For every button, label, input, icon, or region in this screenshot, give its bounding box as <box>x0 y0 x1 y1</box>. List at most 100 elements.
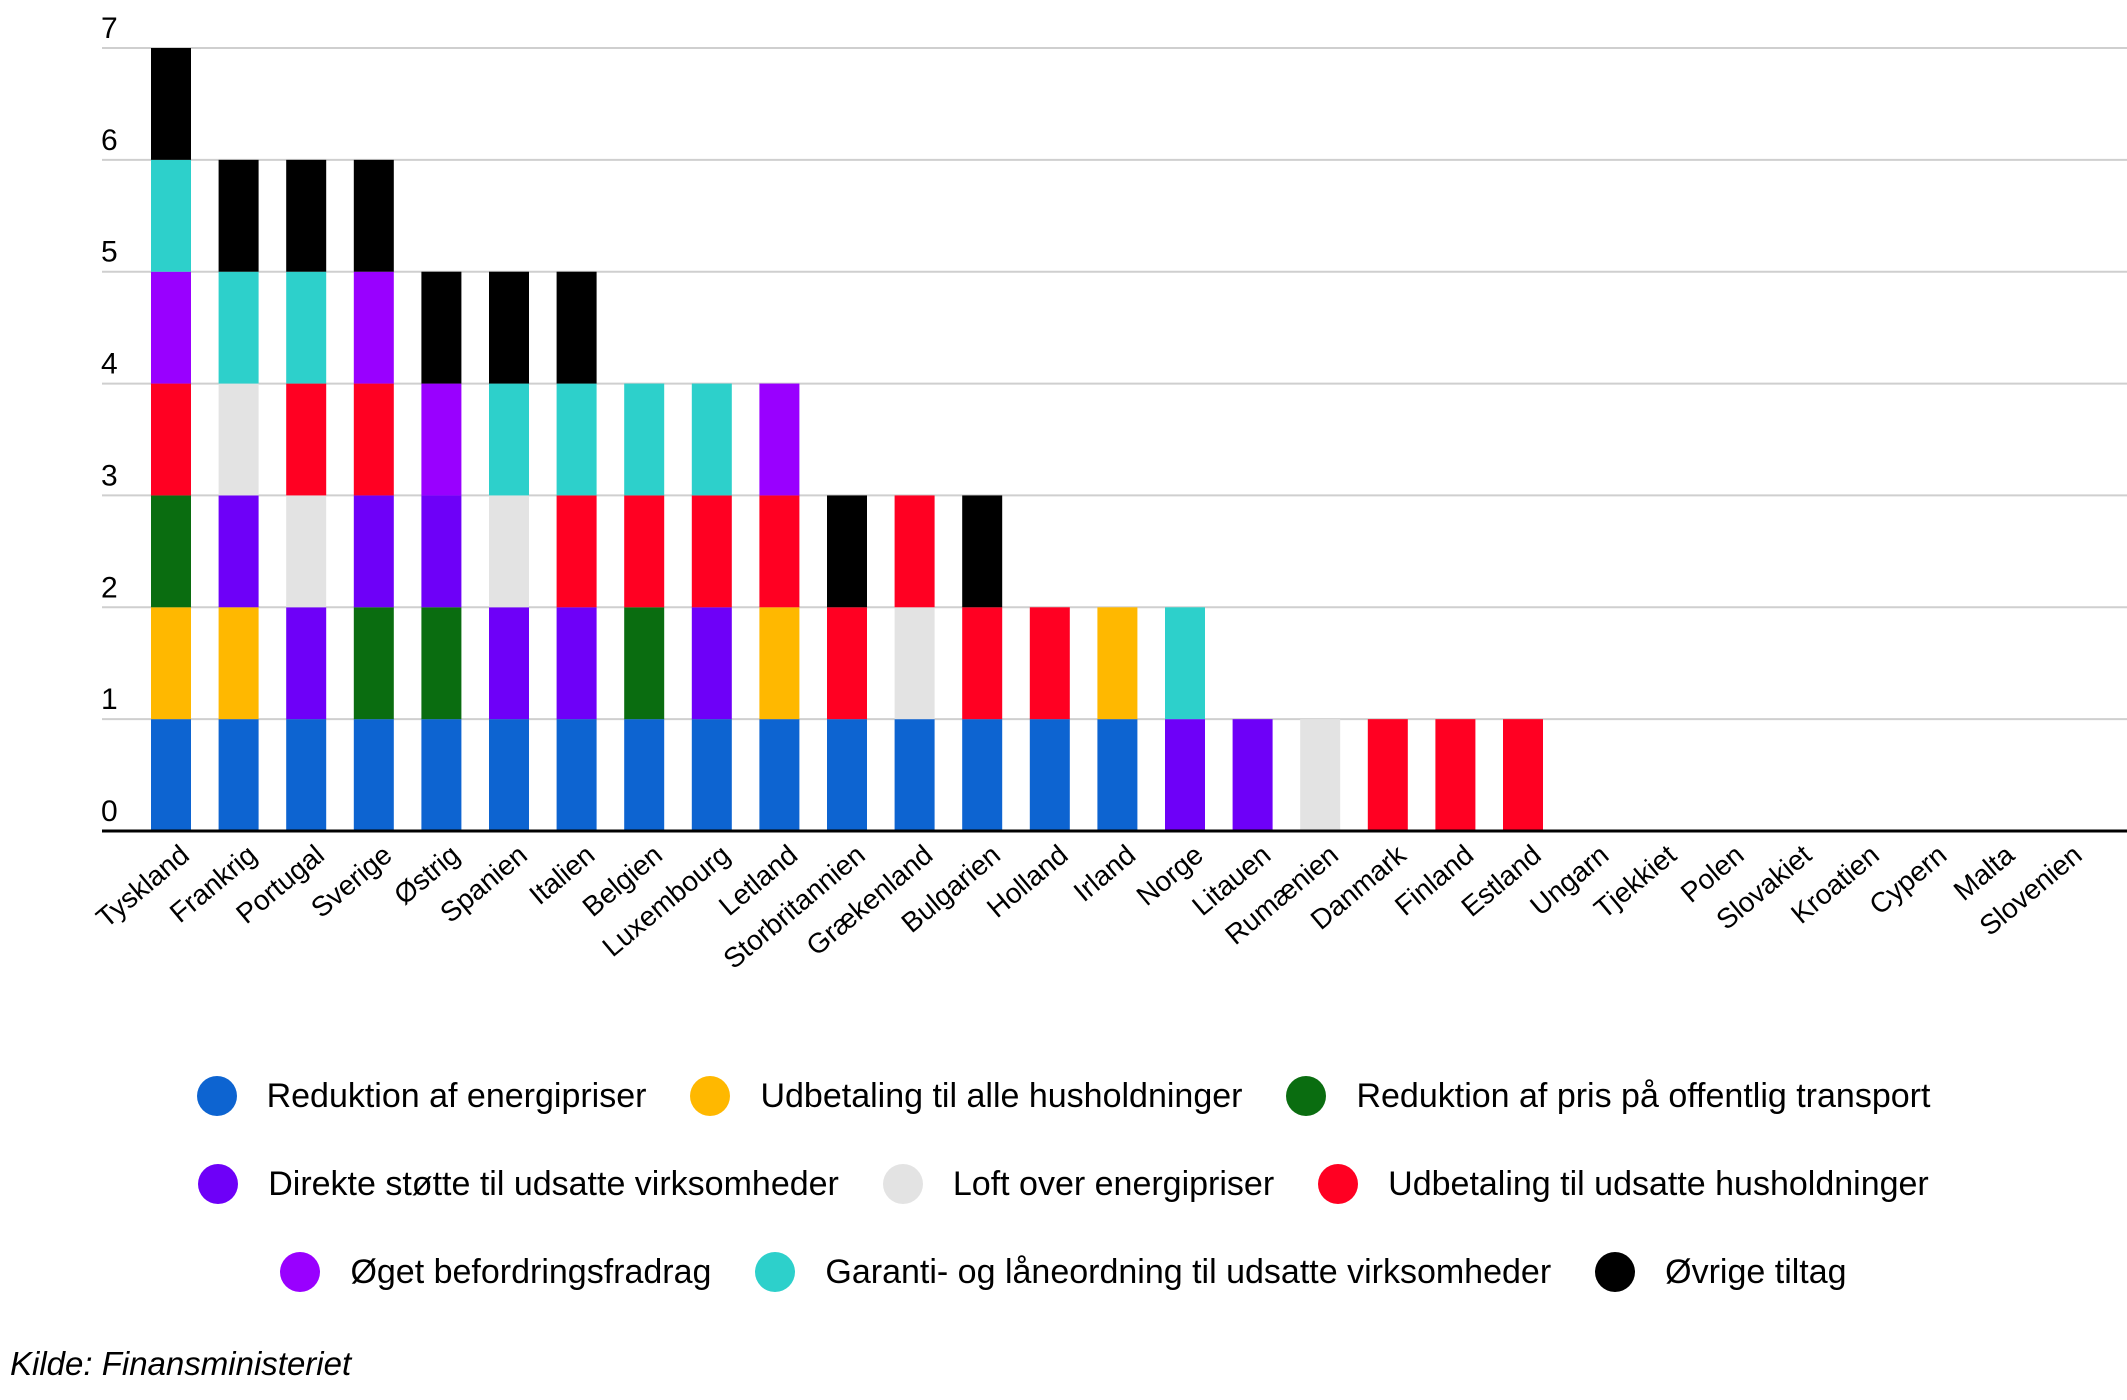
legend-row: Direkte støtte til udsatte virksomheder L… <box>0 1164 2127 1204</box>
legend-row: Øget befordringsfradrag Garanti- og låneo… <box>0 1252 2127 1292</box>
bar-segment <box>759 607 800 720</box>
bar-segment <box>894 607 935 720</box>
bar-segment <box>286 159 327 272</box>
legend-swatch <box>755 1252 796 1292</box>
bar-segment <box>218 495 259 608</box>
bar-segment <box>556 719 597 831</box>
bar-segment <box>286 719 327 831</box>
source-note: Kilde: Finansministeriet <box>10 1345 352 1382</box>
bar-segment <box>151 719 191 831</box>
bar-segment <box>827 719 867 831</box>
bar-segment <box>556 495 597 608</box>
bar-segment <box>624 719 665 831</box>
bar-segment <box>421 719 462 831</box>
legend-label: Direkte støtte til udsatte virksomheder <box>268 1164 839 1203</box>
bar-segment <box>1029 607 1070 720</box>
bar-segment <box>1232 719 1273 831</box>
bar-segment <box>353 383 394 496</box>
bar-segment <box>1435 719 1476 831</box>
x-tick-label: Irland <box>1068 839 1142 908</box>
bar-segment <box>489 719 529 831</box>
bar-segment <box>151 271 191 384</box>
bar-segment <box>1097 719 1138 831</box>
bar-segment <box>286 271 327 384</box>
bar-segment <box>827 495 867 608</box>
bar-segment <box>421 607 462 720</box>
legend-item: Loft over energipriser <box>882 1164 1275 1204</box>
bar-segment <box>218 719 259 831</box>
bar-segment <box>353 159 394 272</box>
bar-segment <box>489 495 529 608</box>
legend-item: Reduktion af energipriser <box>196 1076 647 1116</box>
bar-segment <box>759 719 800 831</box>
legend-swatch <box>690 1076 731 1116</box>
legend-swatch <box>1595 1252 1636 1292</box>
bar-segment <box>218 159 259 272</box>
legend-label: Reduktion af energipriser <box>266 1076 647 1115</box>
bar-segment <box>691 719 732 831</box>
x-tick-label: Cypern <box>1863 839 1952 921</box>
legend-item: Udbetaling til alle husholdninger <box>690 1076 1242 1116</box>
bar-segment <box>489 383 529 496</box>
bar-segment <box>827 607 867 720</box>
bar-segment <box>556 607 597 720</box>
bar-segment <box>353 495 394 608</box>
bar-segment <box>624 383 665 496</box>
y-tick-label: 7 <box>101 12 118 45</box>
bar-segment <box>759 383 800 496</box>
bar-segment <box>894 495 935 608</box>
bar-segment <box>151 495 191 608</box>
bar-segment <box>286 495 327 608</box>
legend-label: Udbetaling til alle husholdninger <box>760 1076 1243 1115</box>
bar-segment <box>286 607 327 720</box>
y-tick-label: 0 <box>101 795 118 828</box>
legend-item: Øget befordringsfradrag <box>280 1252 711 1292</box>
bar-segment <box>894 719 935 831</box>
y-tick-label: 4 <box>101 348 118 381</box>
bar-segment <box>151 159 191 272</box>
bar-segment <box>1165 719 1205 831</box>
bar-segment <box>286 383 327 496</box>
bar-segment <box>1367 719 1408 831</box>
bar-segment <box>218 607 259 720</box>
bar-segment <box>218 271 259 384</box>
bar-segment <box>1029 719 1070 831</box>
bar-segment <box>421 271 462 384</box>
legend-label: Øvrige tiltag <box>1665 1252 1847 1291</box>
bar-segment <box>353 607 394 720</box>
legend-item: Udbetaling til udsatte husholdninger <box>1318 1164 1929 1204</box>
bar-segment <box>1165 607 1205 720</box>
bar-segment <box>962 607 1003 720</box>
legend-item: Direkte støtte til udsatte virksomheder <box>198 1164 839 1204</box>
bar-segment <box>962 495 1003 608</box>
legend-swatch <box>1286 1076 1327 1116</box>
stacked-bar-chart: 01234567TysklandFrankrigPortugalSverigeØ… <box>90 12 2127 975</box>
legend-label: Loft over energipriser <box>952 1164 1275 1203</box>
bar-segment <box>691 607 732 720</box>
bar-segment <box>556 271 597 384</box>
y-tick-label: 6 <box>101 124 118 157</box>
bar-segment <box>218 383 259 496</box>
bar-segment <box>691 495 732 608</box>
bar-segment <box>624 495 665 608</box>
y-tick-label: 2 <box>101 571 118 604</box>
legend-label: Garanti- og låneordning til udsatte virk… <box>825 1252 1552 1291</box>
bar-segment <box>421 495 462 608</box>
legend-swatch <box>280 1252 321 1292</box>
bar-segment <box>1300 719 1341 831</box>
legend-label: Reduktion af pris på offentlig transport <box>1356 1076 1931 1115</box>
bar-segment <box>353 271 394 384</box>
bar-segment <box>759 495 800 608</box>
legend-swatch <box>196 1076 237 1116</box>
legend-label: Øget befordringsfradrag <box>350 1252 712 1291</box>
y-tick-label: 3 <box>101 459 118 492</box>
bar-segment <box>624 607 665 720</box>
bar-segment <box>353 719 394 831</box>
legend-item: Øvrige tiltag <box>1595 1252 1847 1292</box>
bar-segment <box>962 719 1003 831</box>
y-tick-label: 1 <box>101 683 118 716</box>
bar-segment <box>151 383 191 496</box>
bar-segment <box>421 383 462 496</box>
bar-segment <box>1097 607 1138 720</box>
legend-item: Reduktion af pris på offentlig transport <box>1286 1076 1930 1116</box>
